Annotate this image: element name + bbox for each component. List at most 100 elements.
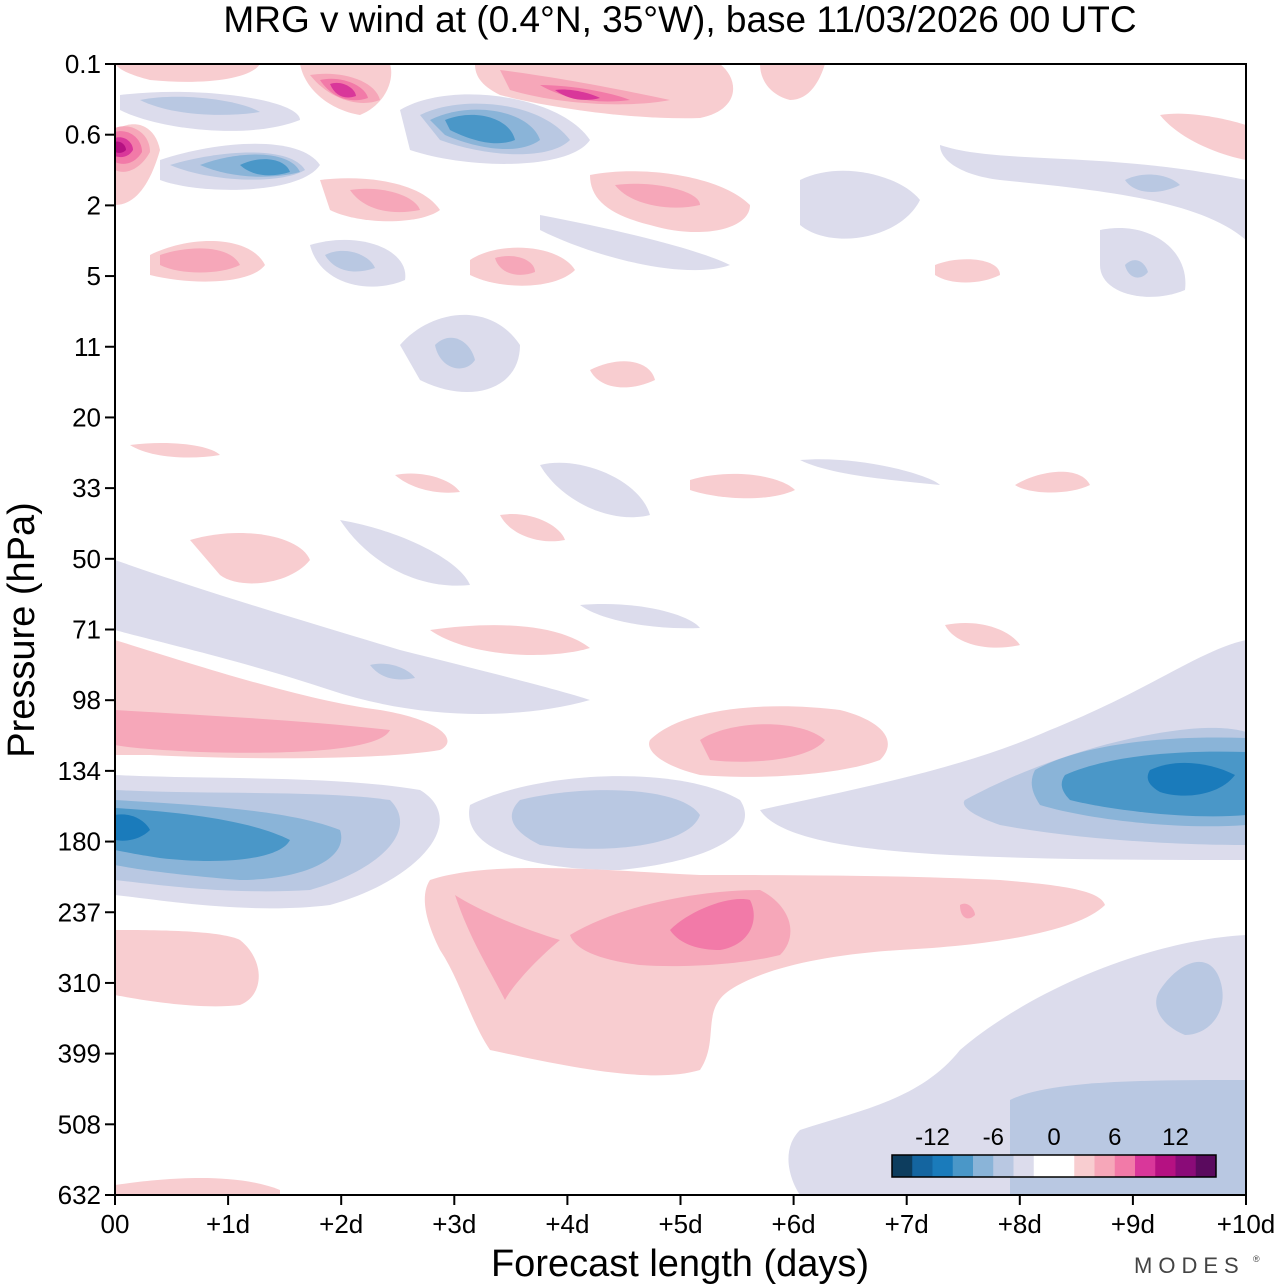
y-tick-label: 508 bbox=[58, 1109, 101, 1139]
contour-neg-mid bbox=[435, 337, 475, 369]
y-tick-label: 20 bbox=[72, 402, 101, 432]
y-tick-label: 71 bbox=[72, 615, 101, 645]
y-tick-label: 11 bbox=[74, 332, 101, 362]
x-tick-label: +10d bbox=[1217, 1209, 1276, 1239]
contour-fills bbox=[115, 64, 1246, 1195]
contour-neg-mid bbox=[1125, 260, 1148, 278]
x-tick-label: +3d bbox=[432, 1209, 476, 1239]
colorbar-swatch bbox=[1013, 1155, 1035, 1177]
contour-pos-light bbox=[690, 473, 795, 499]
contour-neg-light bbox=[800, 170, 920, 239]
contour-neg-light bbox=[1100, 228, 1186, 297]
y-axis: 0.1 0.6 2 5 11 20 33 50 71 98 134 180 237 310 399 508 63… bbox=[58, 49, 115, 1210]
contour-neg-mid bbox=[1125, 174, 1180, 192]
contour-pos-light bbox=[430, 625, 590, 655]
contour-neg-light bbox=[940, 145, 1246, 240]
contour-neg-mid bbox=[1156, 961, 1223, 1035]
contour-pos-mid bbox=[700, 724, 825, 762]
y-tick-label: 310 bbox=[58, 968, 101, 998]
contour-pos-light bbox=[115, 1178, 280, 1195]
colorbar-swatch bbox=[1054, 1155, 1075, 1177]
contour-neg-mid bbox=[140, 96, 260, 115]
contour-pos-strong bbox=[330, 82, 356, 98]
contour-neg-strong bbox=[445, 114, 515, 144]
contour-neg-strong bbox=[1147, 762, 1235, 796]
x-tick-label: +7d bbox=[885, 1209, 929, 1239]
contour-pos-mid bbox=[495, 255, 535, 275]
contour-pos-strong bbox=[555, 89, 600, 100]
colorbar-swatch bbox=[932, 1155, 954, 1177]
y-axis-label: Pressure (hPa) bbox=[1, 502, 43, 758]
y-tick-label: 180 bbox=[58, 827, 101, 857]
y-tick-label: 0.6 bbox=[65, 120, 101, 150]
contour-neg-mid bbox=[325, 250, 375, 272]
contour-pos-mid bbox=[115, 710, 390, 753]
colorbar-swatch bbox=[1195, 1155, 1217, 1177]
contour-pos-mid bbox=[455, 895, 560, 1000]
contour-neg-light bbox=[340, 520, 470, 586]
contour-neg-strong bbox=[115, 814, 150, 841]
contour-pos-mid bbox=[960, 903, 975, 919]
colorbar-legend: -12 -6 0 6 12 bbox=[891, 1124, 1217, 1178]
colorbar-swatch bbox=[1114, 1155, 1136, 1177]
colorbar-swatch bbox=[1155, 1155, 1176, 1177]
contour-neg-light bbox=[800, 459, 940, 485]
contour-pos-mid bbox=[160, 248, 240, 273]
colorbar-tick-label: -12 bbox=[915, 1124, 950, 1151]
y-tick-label: 50 bbox=[72, 544, 101, 574]
contour-pos-light bbox=[935, 259, 1000, 283]
y-tick-label: 0.1 bbox=[65, 49, 101, 79]
colorbar-swatch bbox=[1135, 1155, 1156, 1177]
contour-neg-light bbox=[540, 462, 650, 518]
contour-neg-strong bbox=[240, 159, 290, 176]
contour-pos-light bbox=[500, 514, 565, 542]
colorbar-tick-label: 6 bbox=[1108, 1124, 1121, 1151]
colorbar-swatch bbox=[1175, 1155, 1197, 1177]
contour-pos-light bbox=[424, 868, 1106, 1076]
contour-pos-mid bbox=[615, 183, 700, 208]
registered-mark-icon: ® bbox=[1253, 1254, 1260, 1264]
x-tick-label: +2d bbox=[319, 1209, 363, 1239]
contour-pos-light bbox=[1015, 471, 1090, 493]
contour-pos-light bbox=[760, 64, 825, 100]
contour-neg-light bbox=[115, 560, 590, 714]
colorbar-frame bbox=[891, 1154, 1217, 1178]
colorbar-tick-label: 0 bbox=[1047, 1124, 1060, 1151]
contour-pos-light bbox=[190, 532, 310, 584]
contour-pos-light bbox=[115, 930, 259, 1007]
y-tick-label: 399 bbox=[58, 1039, 101, 1069]
contour-neg-mid bbox=[511, 790, 700, 849]
y-tick-label: 2 bbox=[87, 190, 101, 220]
colorbar-swatch bbox=[892, 1155, 913, 1177]
x-tick-label: +6d bbox=[772, 1209, 816, 1239]
colorbar-swatch bbox=[973, 1155, 994, 1177]
colorbar-swatch bbox=[1074, 1155, 1095, 1177]
contour-neg-light bbox=[580, 604, 700, 629]
y-tick-label: 33 bbox=[72, 473, 101, 503]
colorbar-tick-label: -6 bbox=[983, 1124, 1004, 1151]
contour-pos-light bbox=[1160, 113, 1246, 160]
contour-pos-light bbox=[395, 473, 460, 493]
y-tick-label: 5 bbox=[87, 261, 101, 291]
contour-pos-light bbox=[130, 443, 220, 458]
x-tick-label: +9d bbox=[1111, 1209, 1155, 1239]
modes-logo: MODES bbox=[1134, 1253, 1245, 1278]
x-tick-label: +5d bbox=[658, 1209, 702, 1239]
x-tick-label: +1d bbox=[206, 1209, 250, 1239]
contour-neg-mid bbox=[370, 663, 415, 680]
contour-pos-strong bbox=[115, 141, 126, 153]
x-tick-label: +4d bbox=[545, 1209, 589, 1239]
y-tick-label: 134 bbox=[58, 756, 101, 786]
colorbar-swatch bbox=[1033, 1155, 1055, 1177]
x-axis: 00 +1d +2d +3d +4d +5d +6d +7d +8d +9d +10d bbox=[101, 1195, 1276, 1239]
colorbar-swatch bbox=[993, 1155, 1014, 1177]
x-tick-label: 00 bbox=[101, 1209, 130, 1239]
contour-pos-light bbox=[590, 361, 655, 388]
y-tick-label: 237 bbox=[58, 897, 101, 927]
contour-pos-mid bbox=[500, 70, 670, 105]
y-tick-label: 98 bbox=[72, 685, 101, 715]
y-tick-label: 632 bbox=[58, 1180, 101, 1210]
contour-neg-strong bbox=[115, 808, 290, 861]
contour-pos-strong bbox=[670, 899, 754, 950]
